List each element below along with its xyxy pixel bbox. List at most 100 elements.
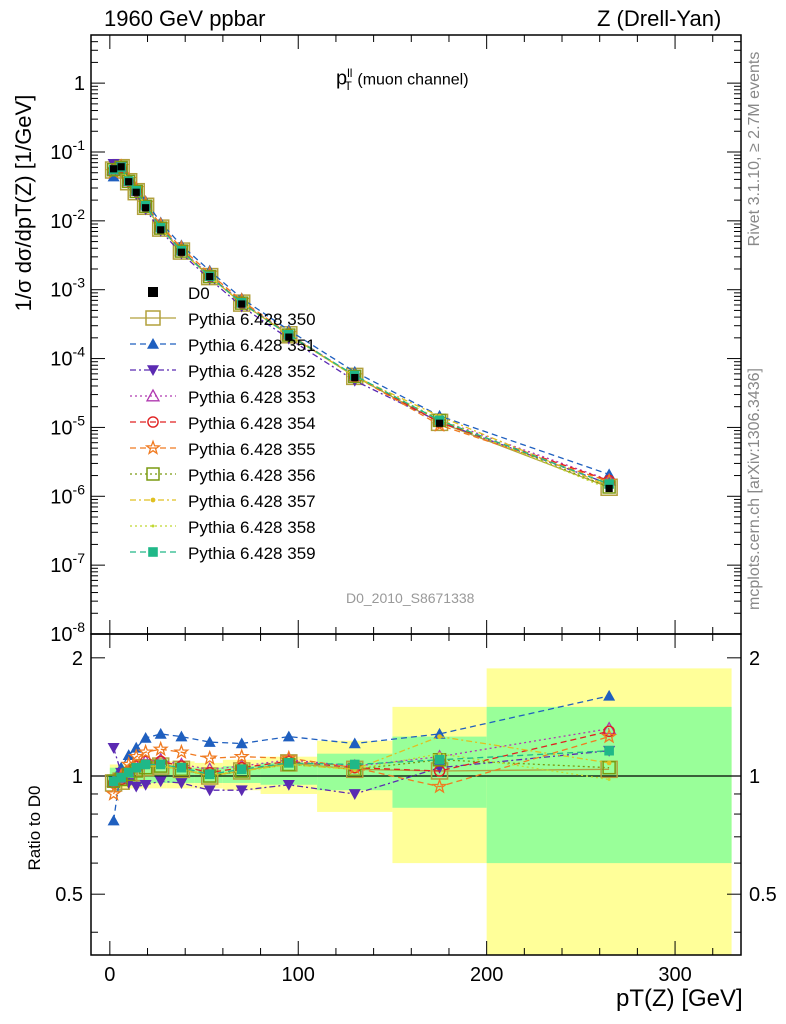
ratio-series-point xyxy=(175,778,188,789)
ratio-series-355 xyxy=(105,728,618,801)
main-series-point xyxy=(116,162,126,172)
main-series-point xyxy=(235,292,248,304)
main-series-point xyxy=(286,332,292,338)
main-series-point xyxy=(139,204,152,216)
main-series-point xyxy=(130,184,143,197)
ratio-series-352 xyxy=(107,742,616,800)
band-outer-3 xyxy=(166,761,195,789)
main-series-point xyxy=(282,324,295,335)
observable-title-sub: T xyxy=(344,78,352,93)
main-series-point xyxy=(112,167,116,171)
ratio-series-point xyxy=(155,759,166,770)
main-series-point xyxy=(126,178,132,184)
ratio-series-point xyxy=(174,762,189,777)
ratio-series-356 xyxy=(106,753,616,788)
ratio-series-point xyxy=(200,767,219,785)
legend-marker-data xyxy=(148,287,158,297)
ratio-series-point xyxy=(352,766,358,772)
main-series-point xyxy=(123,176,134,186)
main-panel-frame: 110-110-210-310-410-510-610-710-8 xyxy=(50,34,742,646)
ratio-series-point xyxy=(134,767,138,771)
ratio-series-point xyxy=(104,774,123,792)
ratio-uncertainty-bands xyxy=(109,668,732,955)
legend-label: Pythia 6.428 354 xyxy=(188,414,316,433)
legend-marker xyxy=(145,310,161,326)
main-series-355 xyxy=(105,158,618,489)
ratio-series-point xyxy=(175,730,188,742)
main-series-point xyxy=(106,162,121,177)
ratio-series-point xyxy=(280,754,298,772)
data-point xyxy=(125,178,133,186)
ratio-series-point xyxy=(346,759,363,775)
ratio-series-357 xyxy=(111,734,612,782)
ratio-series-point xyxy=(602,760,616,775)
ratio-series-point xyxy=(119,767,138,785)
ratio-series-line xyxy=(113,735,610,795)
ratio-y-axis-label: Ratio to D0 xyxy=(25,785,44,871)
x-axis-label: pT(Z) [GeV] xyxy=(616,985,743,1012)
ratio-series-point xyxy=(129,758,144,772)
main-series-point xyxy=(121,173,136,187)
main-series-point xyxy=(280,326,298,344)
ratio-xtick-label: 200 xyxy=(470,964,503,986)
main-data-points xyxy=(110,163,613,493)
main-series-line xyxy=(113,163,610,485)
band-outer-8 xyxy=(392,706,487,864)
main-series-point xyxy=(144,204,148,208)
ratio-series-point xyxy=(433,762,446,774)
main-series-point xyxy=(348,369,362,384)
ratio-series-point xyxy=(607,777,611,781)
band-inner-6 xyxy=(260,762,318,785)
legend-marker xyxy=(150,497,156,503)
data-point xyxy=(177,248,186,256)
main-series-point xyxy=(202,268,217,281)
legend: D0 Pythia 6.428 350 Pythia 6.428 351 Pythia… xyxy=(130,284,316,563)
ratio-series-351 xyxy=(107,689,616,826)
main-series-356 xyxy=(106,160,616,494)
main-series-point xyxy=(433,409,446,421)
main-ytick-label: 10-8 xyxy=(50,619,85,646)
rivet-version-label: Rivet 3.1.10, ≥ 2.7M events xyxy=(746,51,763,247)
main-series-point xyxy=(603,468,616,480)
main-series-point xyxy=(176,245,187,256)
main-series-351 xyxy=(107,159,616,480)
data-point xyxy=(117,163,125,171)
band-outer-5 xyxy=(222,759,261,791)
main-series-line xyxy=(113,164,610,476)
main-ytick-base: 10 xyxy=(50,417,72,439)
main-ytick-base: 10 xyxy=(50,280,72,302)
main-series-point xyxy=(602,472,617,486)
legend-label: Pythia 6.428 358 xyxy=(188,518,316,537)
ratio-series-point xyxy=(114,770,129,784)
main-series-358 xyxy=(112,165,611,491)
ratio-series-point xyxy=(154,755,167,768)
ratio-xtick-label: 0 xyxy=(104,964,115,986)
ratio-series-line xyxy=(113,759,610,782)
main-series-point xyxy=(437,413,442,419)
ratio-series-point xyxy=(121,763,136,777)
ratio-series-point xyxy=(175,760,188,772)
ratio-series-point xyxy=(139,731,152,743)
ratio-series-point xyxy=(138,760,153,775)
ratio-series-point xyxy=(122,749,135,760)
ratio-series-point xyxy=(159,764,163,768)
main-series-point xyxy=(155,223,166,233)
main-series-point xyxy=(107,164,120,176)
ratio-series-point xyxy=(603,725,615,738)
ratio-series-point xyxy=(203,785,216,797)
ratio-series-point xyxy=(129,764,143,778)
legend-item-350: Pythia 6.428 350 xyxy=(130,310,316,329)
ratio-series-point xyxy=(130,760,143,772)
main-series-point xyxy=(201,264,218,281)
main-series-point xyxy=(131,186,142,196)
legend-label: Pythia 6.428 350 xyxy=(188,310,316,329)
legend-marker xyxy=(151,524,155,528)
observable-title: pllT (muon channel) xyxy=(336,66,469,93)
ratio-series-line xyxy=(112,695,610,821)
ratio-series-point xyxy=(234,764,249,778)
main-series-point xyxy=(104,161,123,179)
ratio-series-point xyxy=(173,743,190,760)
ratio-series-350 xyxy=(104,754,618,792)
collider-label: 1960 GeV ppbar xyxy=(104,6,266,31)
